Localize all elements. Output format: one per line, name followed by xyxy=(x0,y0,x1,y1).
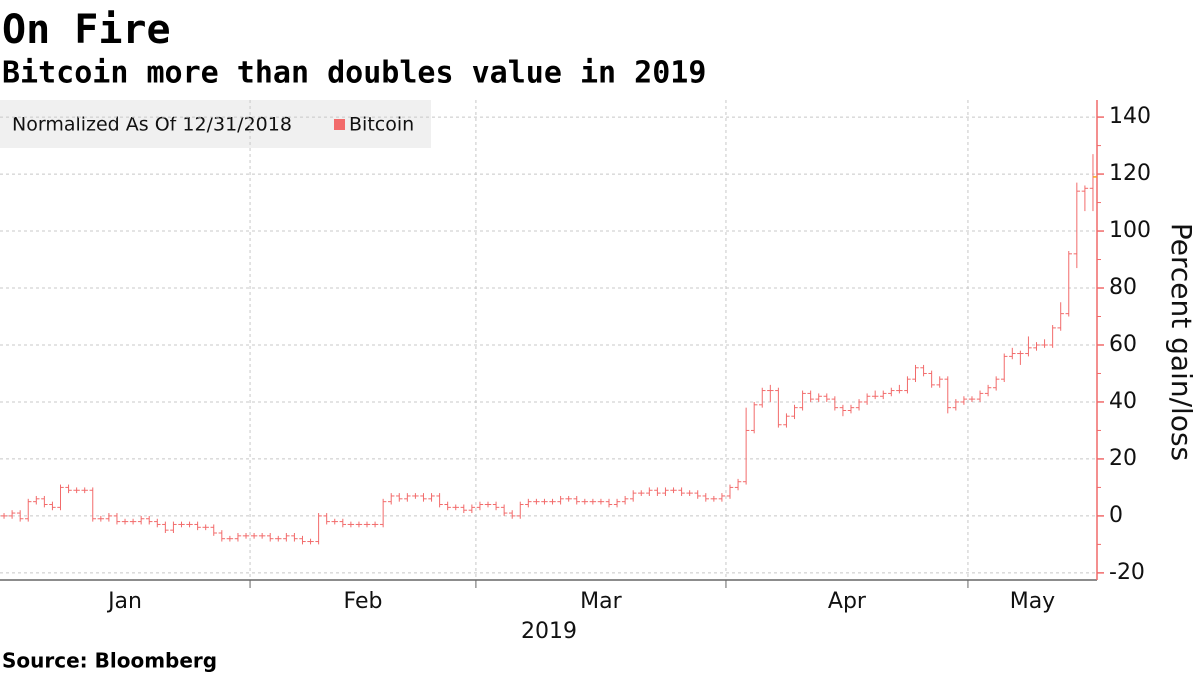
chart-title: On Fire xyxy=(2,7,171,53)
y-tick-label: -20 xyxy=(1109,560,1145,585)
y-tick-label: 80 xyxy=(1109,275,1137,300)
y-tick-label: 20 xyxy=(1109,446,1137,471)
x-tick-label: Jan xyxy=(106,589,142,614)
y-tick-label: 40 xyxy=(1109,389,1137,414)
chart-subtitle: Bitcoin more than doubles value in 2019 xyxy=(2,56,706,91)
y-tick-label: 0 xyxy=(1109,503,1123,528)
legend-label: Bitcoin xyxy=(349,114,414,136)
x-tick-label: May xyxy=(1010,589,1055,614)
y-tick-label: 120 xyxy=(1109,161,1151,186)
x-tick-label: Feb xyxy=(344,589,383,614)
x-tick-label: Mar xyxy=(580,589,622,614)
legend-swatch xyxy=(334,119,345,130)
x-axis-title: 2019 xyxy=(521,619,577,644)
y-tick-label: 140 xyxy=(1109,104,1151,129)
y-axis-title: Percent gain/loss xyxy=(1165,223,1198,461)
y-tick-label: 60 xyxy=(1109,332,1137,357)
legend-box xyxy=(0,100,431,148)
legend-note: Normalized As Of 12/31/2018 xyxy=(12,114,292,136)
x-tick-label: Apr xyxy=(828,589,867,614)
y-tick-label: 100 xyxy=(1109,218,1151,243)
source: Source: Bloomberg xyxy=(2,649,217,673)
